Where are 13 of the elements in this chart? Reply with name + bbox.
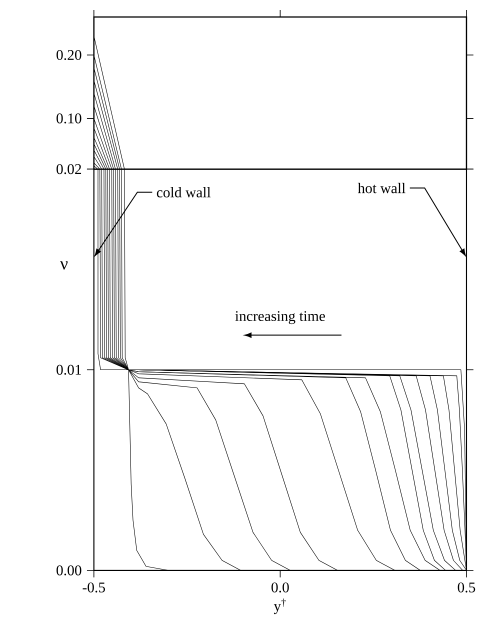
x-tick-label: 0.0 xyxy=(271,582,289,592)
y-axis-title: ν xyxy=(60,261,68,270)
x-tick-label: 0.5 xyxy=(458,582,476,592)
y-tick-label: 0.00 xyxy=(56,565,82,576)
y-tick-label: 0.01 xyxy=(56,364,81,375)
y-tick-label: 0.02 xyxy=(56,164,81,174)
y-tick-label: 0.10 xyxy=(56,113,82,124)
x-tick-label: -0.5 xyxy=(82,582,105,592)
annotation: hot wall xyxy=(358,182,406,194)
y-tick-label: 0.20 xyxy=(56,50,82,60)
x-axis-title: y$^{†}$ xyxy=(274,598,286,614)
annotation: cold wall xyxy=(156,187,210,198)
annotation: increasing time xyxy=(235,311,325,324)
